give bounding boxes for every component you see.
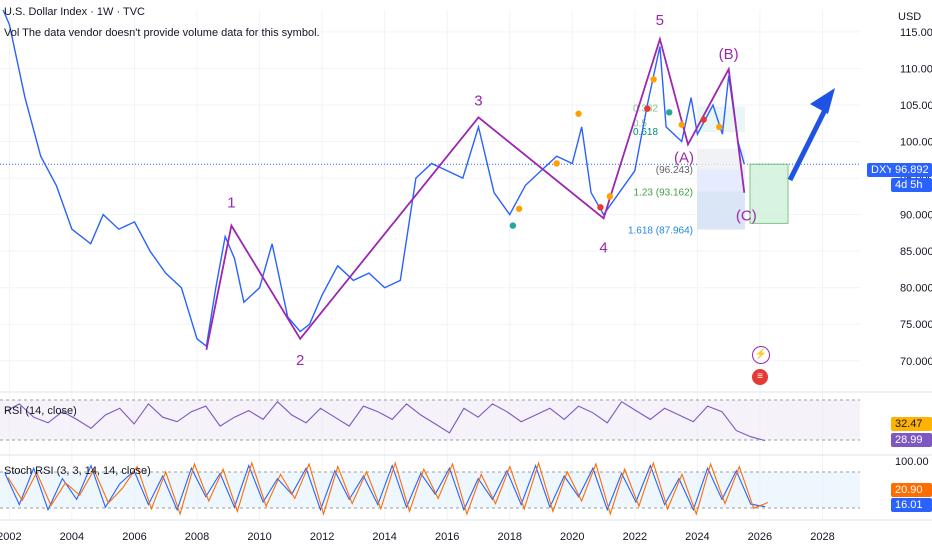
time-tick-label: 2004 (60, 531, 84, 543)
flag-event-icon[interactable]: ≡ (752, 369, 768, 385)
rsi-value-b: 28.99 (891, 433, 932, 447)
time-tick-label: 2006 (122, 531, 146, 543)
event-dot (606, 193, 614, 200)
time-tick-label: 2002 (0, 531, 22, 543)
event-dot (597, 204, 604, 211)
price-tick-label: 105.000 (900, 100, 932, 112)
price-tick-label: 110.000 (900, 63, 932, 75)
stoch-top-tick: 100.00 (895, 456, 929, 468)
event-dot (515, 205, 523, 212)
volume-notice: Vol The data vendor doesn't provide volu… (4, 27, 320, 39)
elliott-wave-line (205, 35, 746, 350)
lightning-icon[interactable]: ⚡ (752, 346, 770, 364)
stoch-band (0, 472, 860, 508)
stoch-label: Stoch RSI (3, 3, 14, 14, close) (4, 465, 151, 477)
time-tick-label: 2018 (498, 531, 522, 543)
fib-zone-a (697, 148, 745, 170)
price-tick-label: 70.000 (900, 356, 932, 368)
fib-label: 1.23 (93.162) (634, 188, 694, 199)
event-dot (553, 160, 560, 167)
stoch-d-line (7, 461, 769, 516)
wave-label: 1 (227, 195, 235, 212)
event-dot (575, 110, 582, 117)
price-tick-label: 75.000 (900, 319, 932, 331)
last-price-tag: 96.892 (891, 163, 932, 177)
time-tick-label: 2010 (247, 531, 271, 543)
wave-label: 2 (296, 352, 304, 369)
price-tick-label: 100.000 (900, 137, 932, 149)
event-dot (509, 222, 517, 229)
wave-label: 4 (599, 239, 607, 256)
ticker-symbol-tag: DXY (867, 163, 898, 177)
projection-arrow-shaft (787, 106, 829, 182)
time-tick-label: 2022 (623, 531, 647, 543)
stoch-value-a: 20.90 (891, 483, 932, 497)
wave-label: 3 (474, 92, 482, 109)
symbol-title: U.S. Dollar Index · 1W · TVC (4, 6, 145, 18)
price-tick-label: 90.000 (900, 210, 932, 222)
fib-zone-b (697, 169, 745, 192)
fib-label: 0.618 (633, 127, 658, 138)
wave-label: 5 (656, 12, 664, 29)
event-dot (700, 116, 707, 123)
rsi-line (4, 400, 766, 442)
bar-countdown-tag: 4d 5h (891, 178, 932, 192)
rsi-band (0, 400, 860, 440)
event-dot (716, 123, 723, 131)
rsi-label: RSI (14, close) (4, 405, 77, 417)
projection-arrow-head (810, 88, 835, 114)
event-dot (644, 105, 651, 112)
event-dot (650, 76, 657, 83)
target-zone (749, 163, 789, 224)
fib-zone-c (697, 191, 745, 230)
event-dot (666, 109, 673, 116)
time-tick-label: 2020 (560, 531, 584, 543)
event-dot (678, 121, 685, 128)
price-tick-label: 80.000 (900, 283, 932, 295)
wave-label: (B) (719, 46, 739, 63)
rsi-value-a: 32.47 (891, 417, 932, 431)
stoch-value-b: 16.01 (891, 498, 932, 512)
fib-label: 1.618 (87.964) (628, 225, 693, 236)
fib-label: (96.243) (656, 165, 693, 176)
time-tick-label: 2028 (810, 531, 834, 543)
price-tick-label: 85.000 (900, 246, 932, 258)
stoch-k-line (4, 463, 766, 512)
time-tick-label: 2016 (435, 531, 459, 543)
price-tick-label: 115.000 (900, 27, 932, 39)
fib-label: 0.5 (633, 118, 647, 129)
time-tick-label: 2026 (748, 531, 772, 543)
time-tick-label: 2008 (185, 531, 209, 543)
currency-label[interactable]: USD (898, 11, 922, 23)
time-tick-label: 2012 (310, 531, 334, 543)
wave-label: (A) (674, 149, 694, 166)
wave-label: (C) (736, 208, 757, 225)
time-tick-label: 2024 (685, 531, 709, 543)
price-series-line (2, 9, 745, 348)
time-tick-label: 2014 (372, 531, 396, 543)
